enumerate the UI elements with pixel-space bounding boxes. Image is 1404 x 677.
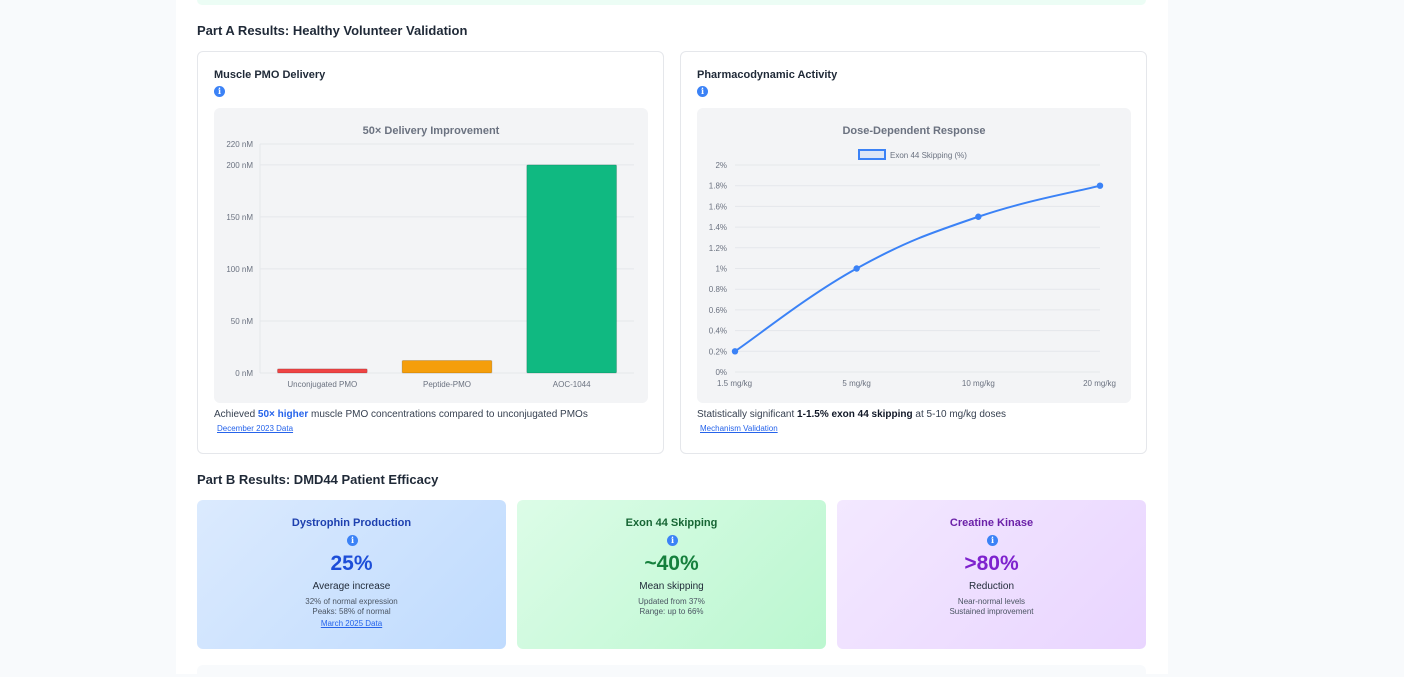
y-tick-label: 0.8% (709, 285, 727, 294)
data-point-10-mg-kg (975, 213, 982, 220)
x-tick-label: 5 mg/kg (842, 379, 870, 388)
dystrophin-metric-card: Dystrophin Production i 25% Average incr… (197, 500, 506, 649)
pd-card-title: Pharmacodynamic Activity (697, 69, 838, 81)
metric-value: 25% (330, 552, 373, 575)
y-tick-label: 50 nM (231, 317, 254, 326)
next-section-strip (197, 665, 1146, 677)
metric-label: Reduction (968, 581, 1015, 592)
legend-swatch (858, 149, 886, 160)
x-tick-label: AOC-1044 (553, 380, 591, 389)
x-tick-label: 1.5 mg/kg (717, 379, 752, 388)
metric-detail: Range: up to 66% (639, 607, 704, 616)
chart-title: 50× Delivery Improvement (363, 125, 500, 137)
metric-title: Exon 44 Skipping (625, 517, 718, 529)
metric-title: Creatine Kinase (949, 517, 1034, 529)
y-tick-label: 0 nM (235, 369, 253, 378)
metric-value: ~40% (644, 552, 699, 575)
legend-label: Exon 44 Skipping (%) (890, 151, 967, 160)
data-point-20-mg-kg (1096, 182, 1104, 189)
x-tick-label: 10 mg/kg (962, 379, 995, 388)
delivery-card-title: Muscle PMO Delivery (214, 69, 326, 81)
y-tick-label: 0.4% (709, 327, 727, 336)
y-tick-label: 0% (715, 368, 727, 377)
y-tick-label: 100 nM (226, 265, 253, 274)
results-page: Part A Results: Healthy Volunteer Valida… (176, 0, 1168, 677)
march-2025-data-link[interactable]: March 2025 Data (320, 619, 383, 628)
y-tick-label: 2% (715, 161, 727, 170)
y-tick-label: 1.4% (709, 223, 727, 232)
metric-value: >80% (964, 552, 1019, 575)
bar-unconjugated-pmo (276, 368, 368, 374)
y-tick-label: 1.2% (709, 244, 727, 253)
pd-card: Pharmacodynamic Activity i Dose-Dependen… (680, 51, 1147, 454)
chart-title: Dose-Dependent Response (842, 125, 985, 137)
data-point-5-mg-kg (853, 265, 860, 272)
y-tick-label: 1% (715, 265, 727, 274)
delivery-caption: Achieved 50× higher muscle PMO concentra… (214, 409, 588, 420)
metric-label: Mean skipping (639, 581, 704, 592)
info-icon[interactable]: i (347, 535, 358, 546)
y-tick-label: 200 nM (226, 161, 253, 170)
metric-title: Dystrophin Production (291, 517, 412, 529)
pd-chart: Dose-Dependent Response Exon 44 Skipping … (697, 108, 1131, 403)
x-tick-label: Unconjugated PMO (287, 380, 357, 389)
bar-peptide-pmo (401, 360, 493, 374)
december-2023-data-link[interactable]: December 2023 Data (217, 424, 294, 433)
y-tick-label: 1.6% (709, 202, 727, 211)
delivery-chart: 50× Delivery Improvement 0 nM 50 nM 100 nM 1… (214, 108, 648, 403)
x-tick-label: Peptide-PMO (423, 380, 471, 389)
y-tick-label: 150 nM (226, 213, 253, 222)
y-tick-label: 1.8% (709, 182, 727, 191)
data-point-1-5-mg-kg (731, 348, 739, 355)
part-b-title: Part B Results: DMD44 Patient Efficacy (197, 472, 439, 487)
info-icon[interactable]: i (987, 535, 998, 546)
creatine-kinase-metric-card: Creatine Kinase i >80% Reduction Near-no… (837, 500, 1146, 649)
delivery-bar-chart: 50× Delivery Improvement 0 nM 50 nM 100 nM 1… (226, 125, 634, 389)
series-line (734, 184, 1101, 353)
info-icon[interactable]: i (667, 535, 678, 546)
part-a-title: Part A Results: Healthy Volunteer Valida… (197, 23, 468, 38)
metric-detail: Peaks: 58% of normal (312, 607, 391, 616)
info-icon[interactable]: i (697, 86, 708, 97)
metric-detail: Updated from 37% (638, 597, 705, 606)
metric-detail: Near-normal levels (957, 597, 1026, 606)
previous-section-strip (197, 0, 1146, 5)
y-tick-label: 0.2% (709, 347, 727, 356)
x-tick-label: 20 mg/kg (1083, 379, 1116, 388)
metric-detail: 32% of normal expression (305, 597, 398, 606)
dose-response-line-chart: Dose-Dependent Response Exon 44 Skipping … (709, 125, 1116, 388)
exon-skipping-metric-card: Exon 44 Skipping i ~40% Mean skipping Up… (517, 500, 826, 649)
delivery-card: Muscle PMO Delivery i 50× Delivery Impro… (197, 51, 664, 454)
y-tick-label: 0.6% (709, 306, 727, 315)
info-icon[interactable]: i (214, 86, 225, 97)
bar-aoc-1044 (526, 164, 618, 374)
metric-detail: Sustained improvement (949, 607, 1034, 616)
metric-label: Average increase (312, 581, 391, 592)
pd-caption: Statistically significant 1-1.5% exon 44… (697, 409, 1007, 420)
y-tick-label: 220 nM (226, 140, 253, 149)
mechanism-validation-link[interactable]: Mechanism Validation (700, 424, 778, 433)
